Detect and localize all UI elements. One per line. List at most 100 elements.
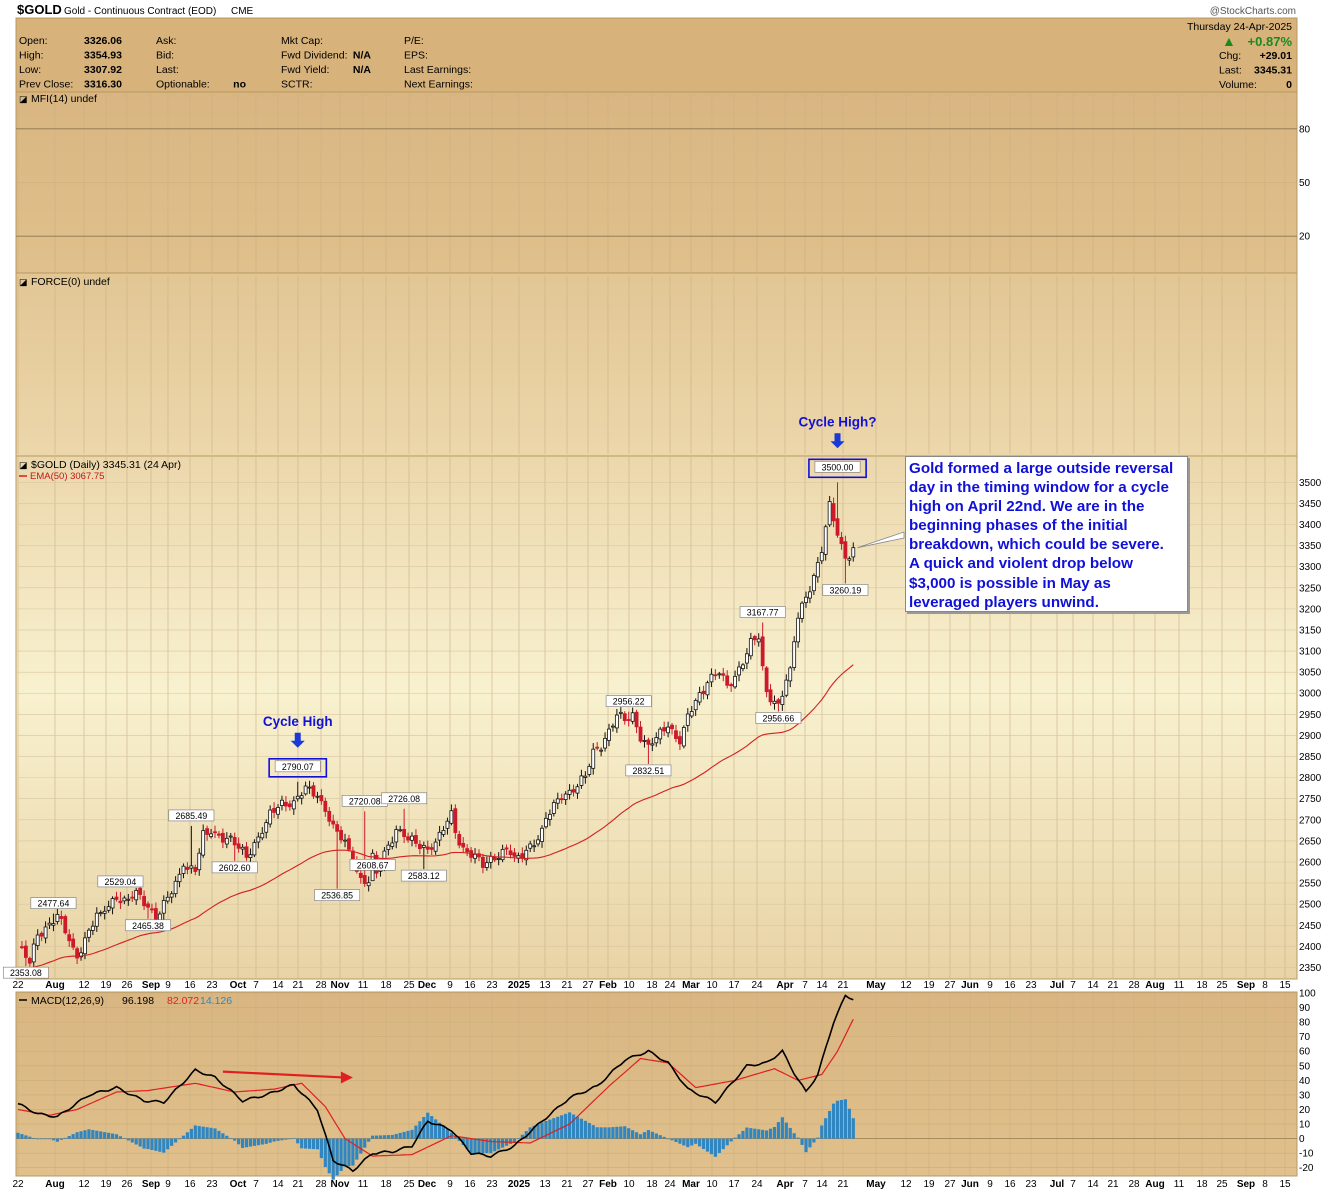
macd-histogram-bar bbox=[839, 1100, 844, 1139]
macd-histogram-bar bbox=[694, 1138, 698, 1144]
macd-legend-value: 96.198 bbox=[122, 995, 154, 1007]
macd-histogram-bar bbox=[83, 1130, 87, 1139]
candle-body bbox=[161, 900, 166, 914]
peak-label: 2465.38 bbox=[132, 921, 164, 931]
x-tick-label-macd: 11 bbox=[1174, 1179, 1185, 1190]
stat-label: Last Earnings: bbox=[404, 64, 471, 76]
macd-histogram-bar bbox=[300, 1138, 304, 1149]
y-tick-label-macd: 70 bbox=[1299, 1032, 1311, 1043]
candle-body bbox=[477, 853, 481, 858]
candle-body bbox=[804, 596, 808, 604]
candle-body bbox=[756, 638, 761, 643]
x-tick-label-price: 21 bbox=[292, 980, 304, 991]
candle-body bbox=[106, 906, 111, 911]
macd-histogram-bar bbox=[485, 1138, 489, 1154]
macd-histogram-bar bbox=[229, 1138, 233, 1139]
x-tick-label-price: 24 bbox=[664, 980, 676, 991]
macd-histogram-bar bbox=[122, 1138, 126, 1139]
macd-histogram-bar bbox=[311, 1138, 316, 1150]
macd-histogram-bar bbox=[371, 1135, 375, 1139]
x-tick-label-price: 13 bbox=[539, 980, 551, 991]
x-tick-label-macd: 14 bbox=[1087, 1179, 1099, 1190]
macd-histogram-bar bbox=[686, 1138, 690, 1148]
candle-body bbox=[71, 938, 76, 948]
candle-body bbox=[796, 617, 801, 643]
macd-histogram-bar bbox=[847, 1108, 851, 1139]
macd-marks bbox=[16, 994, 855, 1180]
macd-histogram-bar bbox=[678, 1138, 682, 1144]
macd-histogram-bar bbox=[335, 1138, 339, 1176]
macd-histogram-bar bbox=[658, 1135, 662, 1139]
macd-histogram-bar bbox=[390, 1134, 394, 1139]
x-tick-label-macd: Mar bbox=[682, 1179, 700, 1190]
y-tick-label-price: 2900 bbox=[1299, 731, 1322, 742]
macd-histogram-bar bbox=[252, 1138, 256, 1146]
candle-body bbox=[646, 739, 651, 745]
peak-label: 2602.60 bbox=[219, 863, 251, 873]
macd-histogram-bar bbox=[142, 1138, 146, 1149]
y-tick-label-price: 2600 bbox=[1299, 857, 1322, 868]
candle-body bbox=[291, 800, 296, 810]
candle-body bbox=[563, 793, 568, 801]
y-tick-label-macd: 50 bbox=[1299, 1061, 1311, 1072]
macd-histogram-bar bbox=[477, 1138, 481, 1154]
peak-label: 2956.22 bbox=[613, 697, 645, 707]
y-tick-label-price: 3200 bbox=[1299, 604, 1322, 615]
peak-label-bg bbox=[755, 712, 802, 724]
x-tick-label-macd: 12 bbox=[900, 1179, 912, 1190]
macd-histogram-bar bbox=[607, 1127, 611, 1139]
macd-histogram-bar bbox=[351, 1138, 355, 1166]
stat-label: EPS: bbox=[404, 50, 428, 62]
candle-body bbox=[453, 808, 458, 833]
candle-body bbox=[674, 730, 678, 740]
candle-body bbox=[748, 638, 753, 657]
mfi-panel-icon: ◪ bbox=[19, 94, 28, 104]
macd-histogram-bar bbox=[800, 1138, 804, 1145]
x-tick-label-macd: Oct bbox=[230, 1179, 247, 1190]
x-tick-label-macd: 9 bbox=[165, 1179, 171, 1190]
y-tick-label-price: 3050 bbox=[1299, 668, 1322, 679]
macd-histogram-bar bbox=[430, 1116, 434, 1139]
candle-body bbox=[540, 827, 544, 842]
peak-label: 2477.64 bbox=[38, 899, 70, 909]
price-marks: 2353.08 2477.64 2529.04 2465.38 2685.49 2602.… bbox=[2, 458, 869, 979]
candle-body bbox=[343, 839, 347, 842]
macd-histogram-bar bbox=[437, 1122, 442, 1139]
candle-body bbox=[500, 848, 505, 861]
x-tick-label-price: Mar bbox=[682, 980, 700, 991]
candle-body bbox=[579, 775, 584, 786]
x-tick-label-price: 12 bbox=[78, 980, 90, 991]
peak-label: 2726.08 bbox=[388, 794, 420, 804]
macd-histogram-bar bbox=[67, 1136, 71, 1139]
candle-body bbox=[323, 800, 328, 812]
y-tick-label-macd: 60 bbox=[1299, 1047, 1311, 1058]
peak-label: 2536.85 bbox=[321, 891, 353, 901]
macd-histogram-bar bbox=[721, 1138, 725, 1150]
candle-body bbox=[366, 882, 371, 887]
macd-histogram-bar bbox=[556, 1116, 560, 1139]
peak-label-bg bbox=[314, 889, 361, 901]
candle-body bbox=[835, 518, 840, 536]
macd-histogram-bar bbox=[162, 1138, 166, 1153]
x-tick-label-macd: 23 bbox=[486, 1179, 498, 1190]
macd-histogram-bar bbox=[79, 1131, 83, 1139]
candle-body bbox=[386, 844, 391, 850]
candle-body bbox=[205, 828, 210, 835]
x-tick-label-macd: Feb bbox=[599, 1179, 617, 1190]
macd-histogram-bar bbox=[237, 1138, 241, 1145]
macd-histogram-bar bbox=[611, 1127, 615, 1139]
x-tick-label-macd: 27 bbox=[944, 1179, 956, 1190]
x-tick-label-macd: 25 bbox=[1216, 1179, 1228, 1190]
candle-body bbox=[421, 845, 426, 848]
x-tick-label-macd: Aug bbox=[45, 1179, 64, 1190]
candle-body bbox=[441, 830, 446, 835]
macd-histogram-bar bbox=[737, 1134, 741, 1139]
candle-body bbox=[678, 736, 682, 745]
force-panel bbox=[15, 272, 1298, 457]
macd-histogram-bar bbox=[595, 1127, 599, 1139]
macd-histogram-bar bbox=[20, 1134, 24, 1139]
macd-histogram-bar bbox=[363, 1138, 367, 1148]
macd-histogram-bar bbox=[654, 1133, 658, 1139]
macd-histogram-bar bbox=[701, 1138, 706, 1149]
candle-body bbox=[484, 862, 489, 868]
